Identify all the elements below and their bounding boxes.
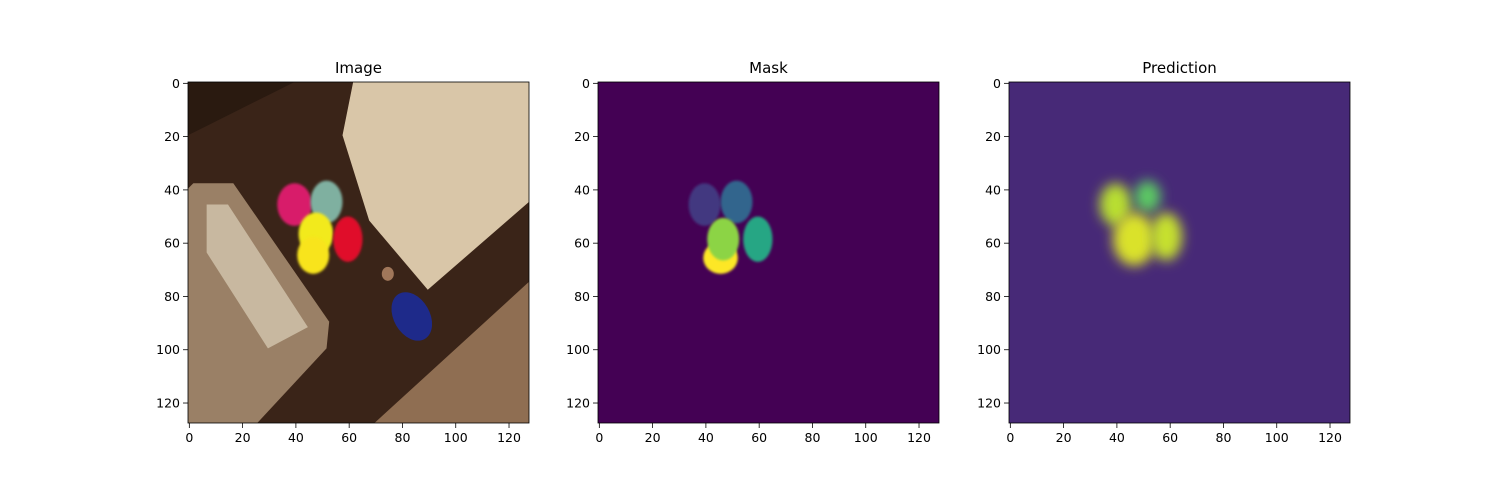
y-tick-label: 0 <box>172 76 180 91</box>
y-tick-label: 100 <box>566 342 590 357</box>
y-tick-label: 40 <box>985 182 1001 197</box>
window-glass-left <box>206 204 308 349</box>
y-tick-label: 120 <box>566 396 590 411</box>
x-tick-label: 40 <box>698 430 714 445</box>
y-tick-label: 120 <box>977 396 1001 411</box>
x-tick-label: 0 <box>1006 430 1014 445</box>
region-3 <box>1112 212 1156 266</box>
region-4 <box>1150 212 1183 261</box>
y-tick-label: 20 <box>574 129 590 144</box>
region-2 <box>1134 180 1161 213</box>
x-tick-label: 20 <box>645 430 661 445</box>
x-tick-label: 100 <box>854 430 878 445</box>
y-tick-label: 40 <box>164 182 180 197</box>
x-tick-label: 20 <box>1056 430 1072 445</box>
y-tick-label: 0 <box>993 76 1001 91</box>
region-1 <box>688 183 721 226</box>
x-tick-label: 60 <box>1162 430 1178 445</box>
x-tick-label: 120 <box>1318 430 1342 445</box>
region-2 <box>720 180 753 224</box>
x-tick-label: 80 <box>1216 430 1232 445</box>
region-4 <box>707 217 740 261</box>
x-tick-label: 80 <box>805 430 821 445</box>
y-tick-label: 20 <box>164 129 180 144</box>
panel-image: Image 0 20 40 60 80 100 120 0 20 40 60 80 100 120 <box>156 59 530 445</box>
x-tick-label: 60 <box>341 430 357 445</box>
y-tick-label: 0 <box>582 76 590 91</box>
axes-frame <box>187 81 530 424</box>
y-tick-label: 60 <box>164 236 180 251</box>
floor <box>374 281 529 423</box>
x-tick-label: 40 <box>1109 430 1125 445</box>
heatmap-background <box>1009 82 1350 423</box>
window-light <box>342 82 529 290</box>
y-tick-label: 40 <box>574 182 590 197</box>
x-tick-label: 120 <box>907 430 931 445</box>
x-tick-label: 60 <box>751 430 767 445</box>
image-area <box>188 82 529 423</box>
y-tick-label: 100 <box>156 342 180 357</box>
panel-title: Image <box>335 59 382 77</box>
y-tick-label: 60 <box>574 236 590 251</box>
balloon-1 <box>277 183 312 226</box>
balloon-5 <box>297 236 330 274</box>
axes-frame <box>1008 81 1351 424</box>
x-tick-label: 120 <box>497 430 521 445</box>
y-tick-label: 80 <box>164 289 180 304</box>
x-tick-label: 40 <box>288 430 304 445</box>
child <box>391 292 433 341</box>
y-tick-label: 80 <box>574 289 590 304</box>
y-tick-label: 80 <box>985 289 1001 304</box>
x-tick-label: 100 <box>1265 430 1289 445</box>
image-area <box>1009 82 1350 423</box>
x-tick-label: 20 <box>235 430 251 445</box>
x-tick-label: 0 <box>185 430 193 445</box>
panel-mask: Mask 0 20 40 60 80 100 120 0 20 40 60 80 100 120 <box>566 59 940 445</box>
y-tick-label: 20 <box>985 129 1001 144</box>
panel-prediction: Prediction 0 20 40 60 80 100 120 0 20 40 60 80 100 120 <box>977 59 1351 445</box>
region-5 <box>743 216 773 262</box>
balloon-2 <box>310 180 343 224</box>
y-tick-label: 120 <box>156 396 180 411</box>
x-tick-label: 80 <box>395 430 411 445</box>
image-area <box>598 82 939 423</box>
beam <box>188 82 295 136</box>
axes-frame <box>597 81 940 424</box>
balloon-4 <box>333 216 363 262</box>
child-head <box>381 266 394 281</box>
region-1 <box>1099 183 1132 226</box>
panel-title: Mask <box>749 59 788 77</box>
x-tick-label: 100 <box>444 430 468 445</box>
y-tick-label: 100 <box>977 342 1001 357</box>
y-tick-label: 60 <box>985 236 1001 251</box>
panel-title: Prediction <box>1142 59 1217 77</box>
x-tick-label: 0 <box>595 430 603 445</box>
